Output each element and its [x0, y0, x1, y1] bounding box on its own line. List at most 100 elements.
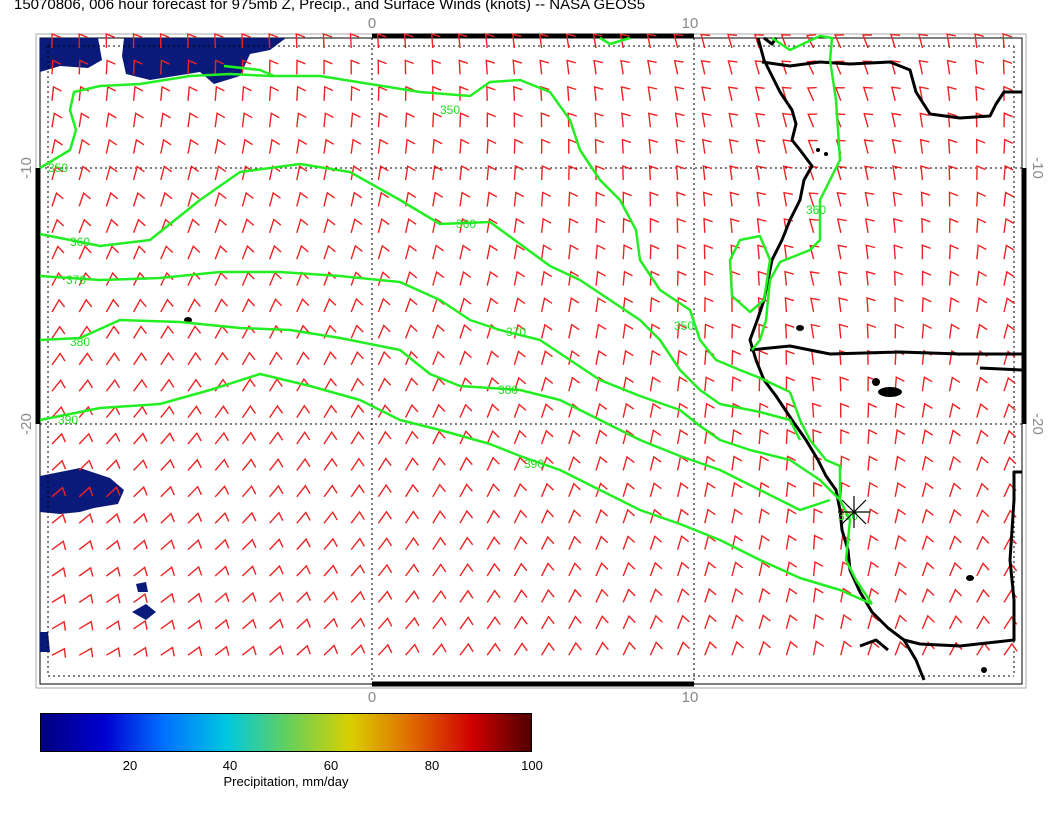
wind-barb — [513, 482, 528, 498]
wind-barb — [622, 641, 636, 656]
wind-barb — [919, 112, 930, 128]
wind-barb — [486, 562, 501, 577]
wind-barb — [513, 217, 525, 233]
wind-barb — [541, 642, 555, 656]
wind-barb — [459, 536, 474, 550]
wind-barb — [160, 59, 170, 75]
wind-barb — [676, 508, 689, 524]
wind-barb — [622, 455, 635, 471]
wind-barb — [214, 511, 230, 524]
wind-barb — [595, 297, 607, 313]
wind-barb — [568, 509, 582, 524]
wind-barb — [892, 191, 903, 207]
wind-barb — [214, 618, 230, 630]
axis-bars — [35, 33, 1027, 687]
wind-barb — [568, 482, 581, 498]
wind-barb — [619, 33, 630, 49]
wind-barb — [187, 218, 200, 234]
wind-barb — [894, 614, 908, 630]
wind-barb — [269, 404, 284, 418]
wind-barb — [595, 508, 609, 524]
wind-barb — [78, 566, 94, 577]
wind-barb — [976, 191, 986, 207]
wind-barb — [459, 456, 473, 471]
wind-barb — [376, 33, 387, 49]
wind-barb — [350, 112, 361, 128]
wind-barb — [812, 561, 824, 577]
wind-barb — [540, 482, 554, 498]
wind-barb — [268, 32, 278, 49]
wind-barb — [862, 86, 873, 102]
wind-barb — [296, 351, 310, 366]
wind-barb — [865, 244, 876, 260]
wind-barb — [727, 33, 738, 49]
colorbar-tick: 80 — [424, 758, 440, 773]
lat-tick-left: -20 — [18, 413, 35, 435]
wind-barb — [105, 218, 119, 234]
wind-barb — [214, 592, 230, 603]
wind-barb — [51, 325, 66, 339]
wind-barb — [323, 112, 334, 128]
wind-barb — [78, 245, 92, 260]
wind-barb — [105, 485, 121, 498]
wind-barb — [459, 403, 473, 418]
wind-barb — [974, 33, 984, 49]
wind-barb — [540, 323, 553, 339]
wind-barb — [540, 509, 555, 524]
wind-barb — [268, 59, 279, 75]
wind-barb — [540, 535, 555, 550]
wind-barb — [323, 351, 337, 366]
wind-barb — [486, 191, 498, 207]
wind-barb — [187, 538, 203, 551]
wind-barb — [404, 350, 418, 366]
wind-barb — [430, 33, 441, 49]
wind-barb — [512, 59, 523, 75]
wind-barb — [622, 429, 635, 445]
wind-barb — [459, 164, 470, 181]
wind-barb — [323, 297, 337, 313]
wind-barb — [133, 459, 148, 471]
wind-barb — [565, 33, 576, 49]
wind-barb — [377, 563, 393, 577]
wind-barb — [323, 457, 338, 471]
precip-area — [40, 468, 124, 514]
wind-barb — [892, 165, 902, 181]
wind-barb — [781, 112, 792, 128]
wind-barb — [404, 377, 419, 392]
wind-barb — [350, 138, 362, 154]
wind-barb — [840, 587, 852, 603]
colorbar-tick: 60 — [323, 758, 339, 773]
wind-barb — [432, 138, 443, 154]
colorbar-label: Precipitation, mm/day — [223, 774, 349, 789]
wind-barb — [837, 270, 848, 286]
wind-barb — [674, 86, 685, 101]
wind-barb — [622, 323, 634, 339]
wind-barb — [241, 218, 255, 234]
wind-barb — [731, 402, 742, 418]
wind-barb — [432, 456, 446, 471]
wind-barb — [894, 481, 906, 497]
wind-barb — [268, 218, 282, 234]
wind-barb — [862, 60, 873, 75]
wind-barb — [404, 457, 419, 471]
wind-barb — [458, 59, 469, 75]
wind-barb — [812, 640, 825, 656]
wind-barb — [187, 619, 203, 630]
wind-barb — [51, 85, 62, 101]
wind-barb — [432, 403, 446, 418]
wind-barb — [160, 298, 174, 313]
wind-barb — [432, 191, 444, 207]
wind-barb — [836, 191, 847, 207]
wind-barb — [1003, 85, 1013, 101]
wind-barb — [377, 537, 393, 551]
wind-barb — [323, 404, 338, 418]
wind-barb — [805, 34, 817, 49]
wind-barb — [241, 565, 257, 577]
wind-barb — [595, 535, 609, 550]
wind-barb — [540, 164, 551, 181]
wind-barb — [51, 138, 63, 154]
wind-barb — [269, 564, 284, 577]
wind-barb — [781, 86, 792, 101]
wind-barb — [595, 561, 609, 577]
wind-barb — [296, 564, 311, 577]
